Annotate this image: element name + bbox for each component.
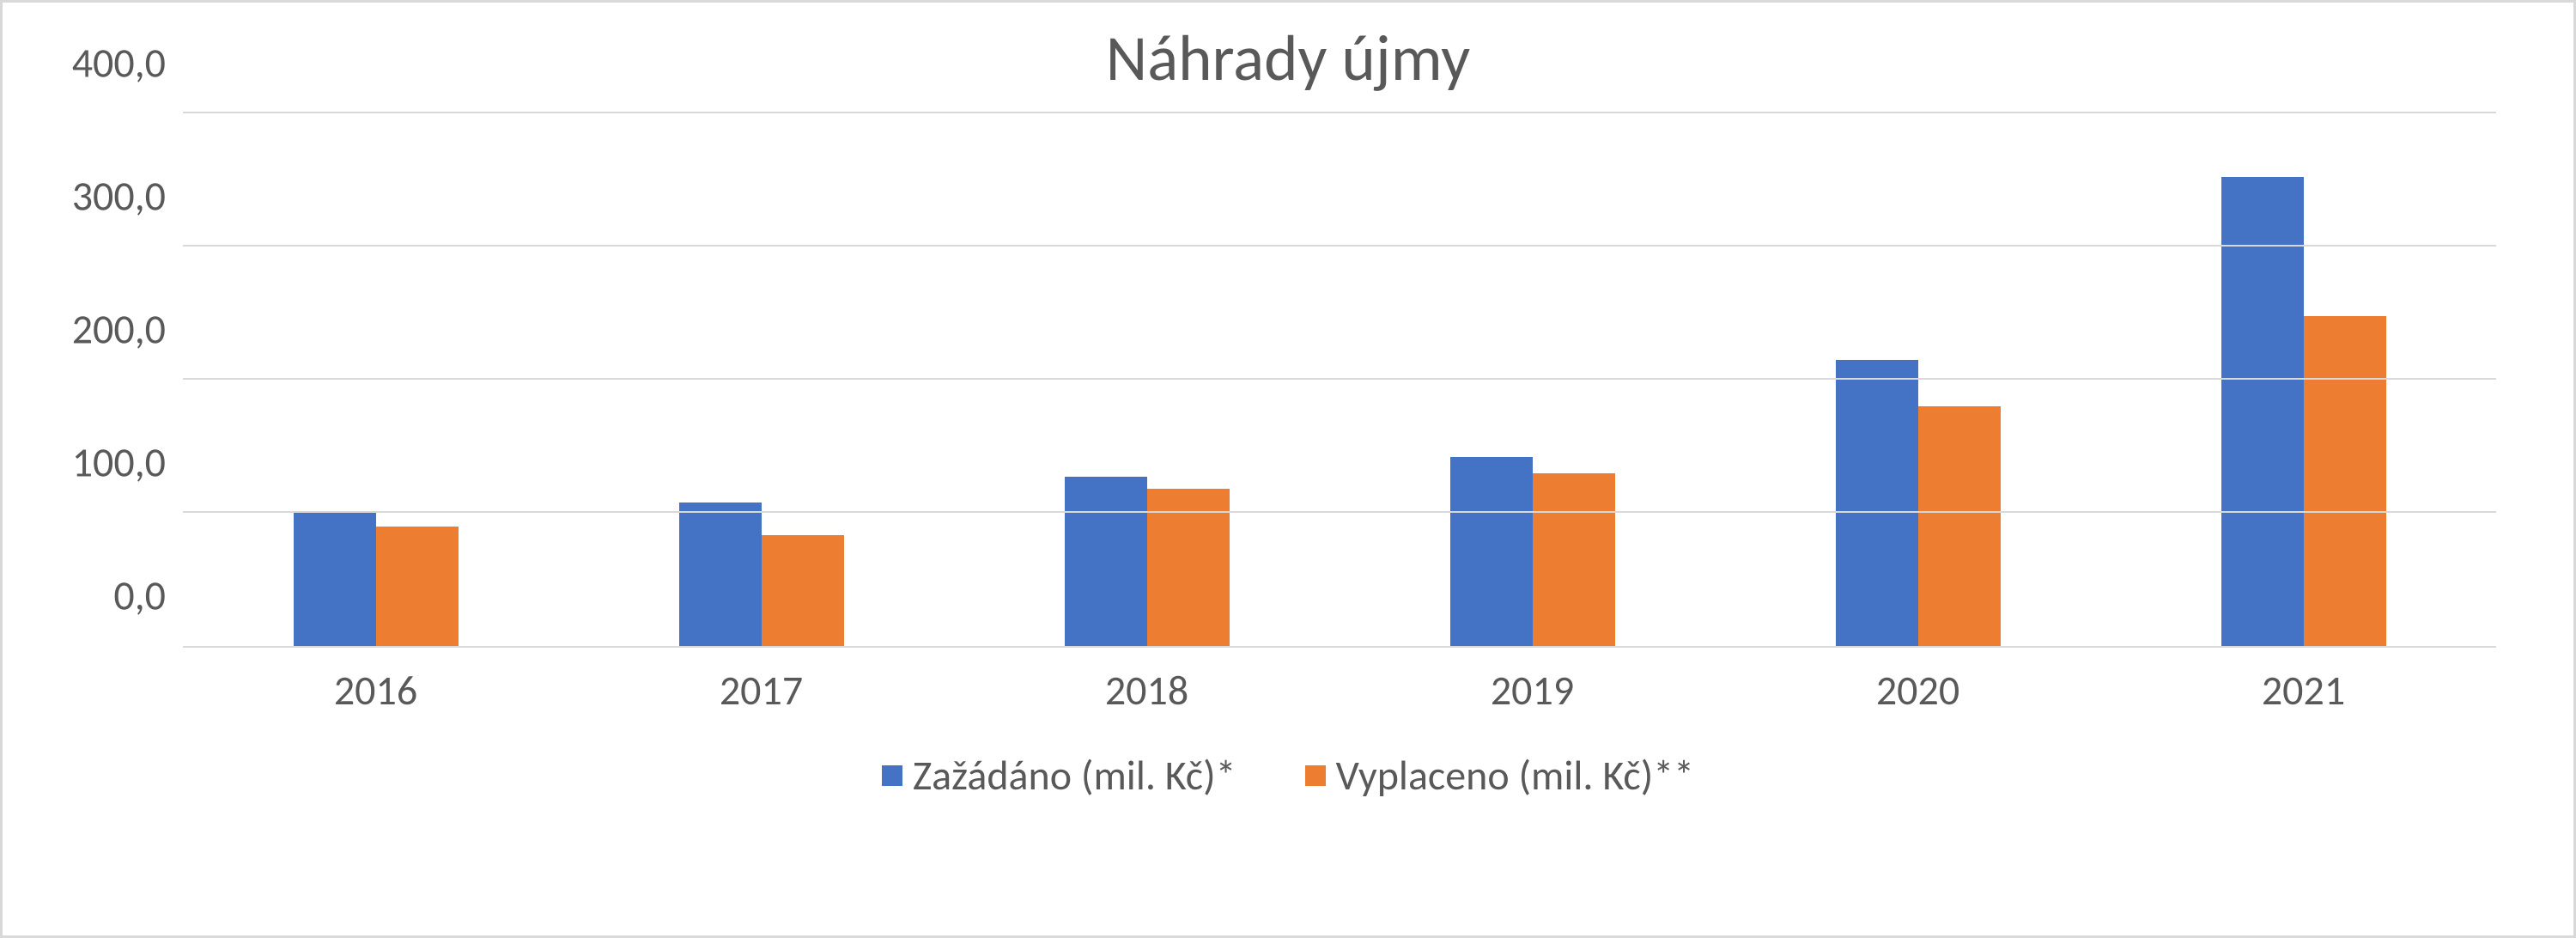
bar	[762, 535, 844, 646]
legend: Zažádáno (mil. Kč)* Vyplaceno (mil. Kč)**	[28, 750, 2548, 801]
bar	[2221, 177, 2304, 646]
legend-swatch	[882, 765, 902, 786]
bar	[376, 527, 459, 647]
plot-wrapper: 0,0100,0200,0300,0400,0 2016 2017 2018 2019…	[183, 115, 2496, 716]
bar	[294, 513, 376, 646]
bar	[1918, 406, 2001, 646]
bar	[1065, 477, 1147, 646]
category-group	[679, 115, 844, 646]
gridline	[183, 511, 2496, 513]
bar	[1450, 457, 1533, 646]
x-axis-label: 2017	[653, 665, 870, 716]
category-group	[1065, 115, 1230, 646]
legend-item: Vyplaceno (mil. Kč)**	[1305, 750, 1695, 801]
category-group	[1836, 115, 2001, 646]
category-group	[2221, 115, 2386, 646]
chart-container: Náhrady újmy 0,0100,0200,0300,0400,0 201…	[0, 0, 2576, 938]
bar	[2304, 316, 2386, 646]
x-axis-label: 2018	[1039, 665, 1255, 716]
legend-item: Zažádáno (mil. Kč)*	[882, 750, 1236, 801]
category-group	[1450, 115, 1615, 646]
bar	[679, 502, 762, 646]
legend-label: Zažádáno (mil. Kč)*	[913, 750, 1236, 801]
x-axis-label: 2020	[1810, 665, 2026, 716]
y-axis-label: 400,0	[72, 38, 183, 88]
category-group	[294, 115, 459, 646]
x-axis: 2016 2017 2018 2019 2020 2021	[183, 665, 2496, 716]
bar	[1836, 360, 1918, 646]
gridline	[183, 245, 2496, 247]
y-axis-label: 200,0	[72, 304, 183, 355]
x-axis-label: 2021	[2196, 665, 2412, 716]
x-axis-label: 2019	[1425, 665, 1641, 716]
chart-title: Náhrady újmy	[28, 20, 2548, 98]
gridline	[183, 112, 2496, 113]
legend-label: Vyplaceno (mil. Kč)**	[1336, 750, 1695, 801]
y-axis-label: 100,0	[72, 437, 183, 488]
bars-layer	[183, 115, 2496, 646]
plot-area: 0,0100,0200,0300,0400,0	[183, 115, 2496, 648]
legend-swatch	[1305, 765, 1326, 786]
y-axis-label: 300,0	[72, 171, 183, 222]
y-axis-label: 0,0	[113, 570, 183, 621]
x-axis-label: 2016	[268, 665, 484, 716]
bar	[1533, 473, 1615, 647]
gridline	[183, 378, 2496, 380]
